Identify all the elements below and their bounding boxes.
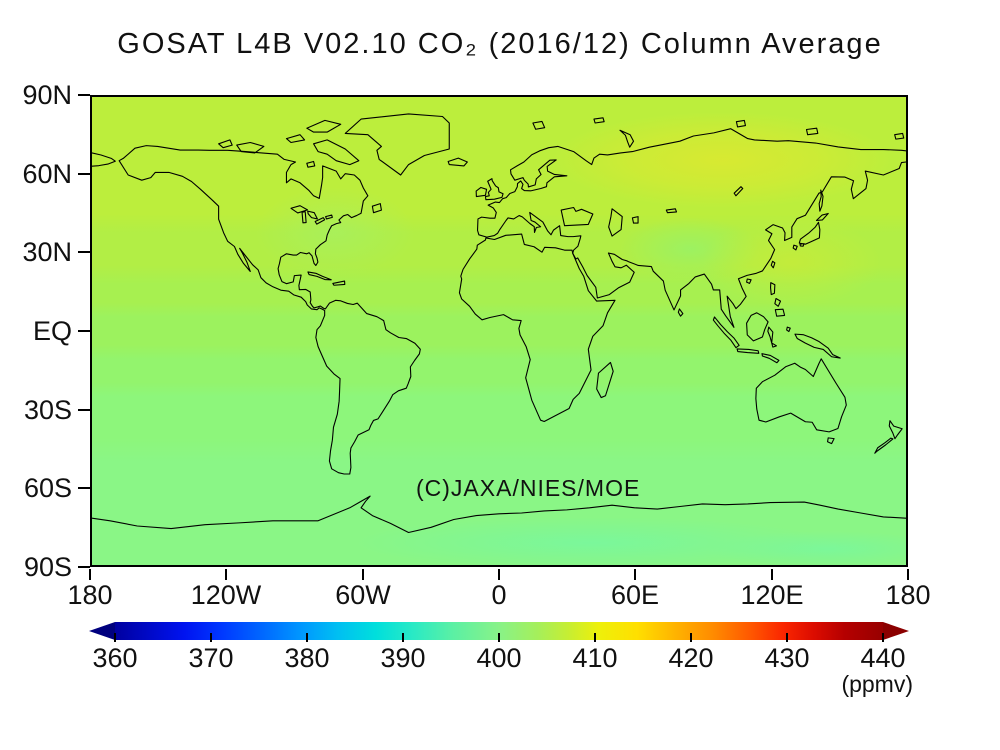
lon-label: 120E: [740, 580, 804, 610]
lon-tick-60e: [634, 569, 636, 580]
lat-tick-60s: [78, 487, 90, 489]
coastline-americas: [119, 146, 420, 474]
colorbar-label: 380: [284, 643, 330, 673]
coastline-antarctica: [92, 496, 906, 532]
lakes-eurasia: [561, 187, 743, 236]
islands-east-asia: [747, 261, 775, 283]
colorbar-tick: [210, 633, 212, 642]
lon-label: 60E: [610, 580, 660, 610]
lon-tick-60w: [362, 569, 364, 580]
lon-label: 180: [885, 580, 931, 610]
lon-tick-180w: [89, 569, 91, 580]
lat-tick-60n: [78, 173, 90, 175]
lat-tick-30n: [78, 251, 90, 253]
coastline-greenland: [345, 114, 449, 175]
lat-label: EQ: [32, 316, 72, 346]
lon-label: 120W: [190, 580, 262, 610]
lat-label: 60N: [22, 159, 72, 189]
lat-label: 30N: [22, 237, 72, 267]
coastline-africa: [459, 234, 615, 421]
lon-tick-180e: [907, 569, 909, 580]
lakes-north-america: [291, 206, 332, 224]
islands-tasmania-nz: [828, 421, 903, 454]
lat-label: 60S: [23, 473, 72, 503]
colorbar-tick: [786, 633, 788, 642]
lat-label: 90S: [23, 552, 72, 582]
lat-tick-90n: [78, 94, 90, 96]
colorbar-label: 440: [860, 643, 906, 673]
lat-tick-eq: [78, 330, 90, 332]
colorbar-label: 430: [764, 643, 810, 673]
colorbar-label: 400: [476, 643, 522, 673]
islands-canadian-arctic: [219, 120, 382, 212]
colorbar-tick: [690, 633, 692, 642]
colorbar-label: 420: [668, 643, 714, 673]
islands-indonesia: [713, 313, 840, 363]
islands-high-arctic: [533, 118, 904, 147]
copyright-text: (C)JAXA/NIES/MOE: [416, 475, 641, 501]
lon-label: 0: [491, 580, 507, 610]
lon-tick-0: [498, 569, 500, 580]
lon-tick-120e: [771, 569, 773, 580]
map-area: (C)JAXA/NIES/MOE: [90, 95, 908, 567]
colorbar-tick: [594, 633, 596, 642]
colorbar-right-arrow: [883, 622, 909, 640]
colorbar-label: 360: [92, 643, 138, 673]
colorbar-unit-label: (ppmv): [841, 671, 913, 697]
colorbar-label: 370: [188, 643, 234, 673]
lon-label: 60W: [335, 580, 391, 610]
colorbar-label: 390: [380, 643, 426, 673]
colorbar-left-arrow: [89, 622, 115, 640]
coastline-layer: [92, 97, 906, 565]
islands-philippines: [771, 283, 785, 317]
colorbar-tick: [498, 633, 500, 642]
lat-tick-30s: [78, 409, 90, 411]
islands-japan: [793, 190, 828, 250]
colorbar-tick: [306, 633, 308, 642]
lat-tick-90s: [78, 566, 90, 568]
plot-title: GOSAT L4B V02.10 CO₂ (2016/12) Column Av…: [117, 28, 883, 60]
colorbar-tick: [402, 633, 404, 642]
lat-label: 90N: [22, 80, 72, 110]
lon-tick-120w: [225, 569, 227, 580]
lat-label: 30S: [23, 395, 72, 425]
colorbar-tick: [114, 633, 116, 642]
islands-north-atlantic: [448, 158, 503, 200]
colorbar-tick: [882, 633, 884, 642]
islands-indian-ocean: [597, 309, 683, 398]
coastline-eurasia: [478, 129, 906, 328]
coastline-australia: [756, 359, 846, 432]
coastline-chukotka-west-edge: [92, 153, 115, 166]
lon-label: 180: [67, 580, 113, 610]
islands-caribbean: [308, 272, 345, 285]
colorbar-label: 410: [572, 643, 618, 673]
